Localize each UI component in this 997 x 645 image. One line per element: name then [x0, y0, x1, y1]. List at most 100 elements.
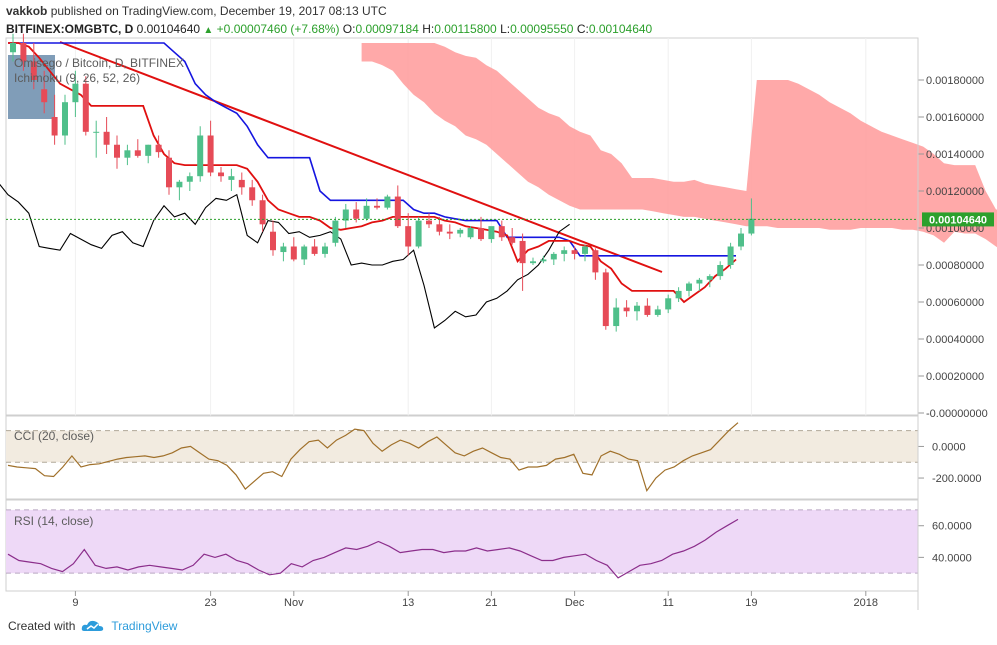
candle-body [176, 181, 183, 188]
ohlc-bar: BITFINEX:OMGBTC, D 0.00104640 ▲ +0.00007… [6, 22, 652, 36]
osc-tick-label: 60.0000 [932, 521, 972, 533]
candle-body [280, 246, 287, 253]
osc-tick-label: 0.0000 [932, 441, 966, 453]
candle-body [20, 43, 27, 62]
ichimoku-cloud [361, 43, 997, 248]
candlestick-series [10, 33, 755, 332]
candle-body [322, 246, 328, 254]
time-tick-label: Dec [565, 597, 585, 609]
candle-body [654, 309, 661, 315]
cci-line [7, 422, 739, 493]
footer: Created with TradingView [8, 619, 177, 633]
time-tick-label: 23 [204, 597, 216, 609]
candle-body [82, 83, 89, 132]
osc-tick-label: 40.0000 [932, 552, 972, 564]
close-value-ohlc: 0.00104640 [588, 22, 653, 36]
price-tick-label: 0.00140000 [926, 149, 984, 161]
candle-body [675, 290, 682, 299]
rsi-line [7, 518, 739, 579]
time-tick-label: 11 [662, 597, 673, 609]
candle-body [436, 224, 443, 232]
tradingview-cloud-icon [82, 620, 104, 631]
chikou-span-line [0, 183, 570, 329]
price-pane[interactable]: Omisego / Bitcoin, D, BITFINEX Ichimoku … [0, 33, 997, 591]
low-value: 0.00095550 [510, 22, 574, 36]
candle-body [384, 196, 391, 208]
rsi-pane[interactable]: RSI (14, close) 60.0000 40.0000 [5, 499, 972, 592]
price-tick-label: 0.00040000 [926, 334, 984, 346]
candle-body [259, 200, 266, 225]
open-value: 0.00097184 [355, 22, 419, 36]
price-tick-label: 0.00060000 [926, 297, 984, 309]
candle-body [290, 246, 297, 260]
candle-body [197, 135, 204, 177]
time-axis[interactable]: 9 23 Nov 13 21 Dec 11 19 2018 [72, 591, 878, 609]
candle-body [166, 157, 172, 188]
candle-body [592, 250, 599, 273]
candle-body [498, 226, 505, 238]
candle-body [571, 250, 578, 254]
price-tick-label: 0.00160000 [926, 112, 984, 124]
candle-body [207, 135, 214, 173]
trendline[interactable] [59, 41, 663, 273]
candle-body [467, 228, 474, 238]
candle-body [561, 250, 568, 254]
legend-shadow-box [8, 55, 55, 119]
candle-body [717, 265, 724, 277]
candle-body [103, 131, 110, 145]
candle-body [228, 176, 235, 180]
price-tick-label: -0.00000000 [926, 408, 988, 420]
candle-body [530, 261, 536, 264]
candle-body [457, 229, 464, 234]
chart-title: Omisego / Bitcoin, D, BITFINEX [14, 56, 184, 70]
rsi-axis[interactable]: 60.0000 40.0000 [918, 521, 972, 565]
rsi-title: RSI (14, close) [14, 514, 93, 528]
candle-body [394, 196, 401, 227]
price-tick-label: 0.00020000 [926, 371, 984, 383]
candle-body [332, 220, 339, 243]
candle-body [446, 231, 453, 234]
candle-body [478, 228, 484, 240]
time-tick-label: Nov [284, 597, 304, 609]
candle-body [738, 233, 744, 247]
tradingview-link[interactable]: TradingView [111, 619, 178, 633]
candle-body [51, 117, 58, 136]
candle-body [748, 218, 755, 234]
last-price-label: 0.00104640 [929, 214, 987, 226]
price-axis[interactable]: 0.00180000 0.00160000 0.00140000 0.00120000… [918, 75, 988, 420]
indicator-label: Ichimoku (9, 26, 52, 26) [14, 71, 140, 85]
rsi-band [6, 509, 918, 574]
candle-body [613, 307, 620, 327]
candle-body [134, 150, 141, 156]
symbol-label: BITFINEX:OMGBTC, D [6, 22, 134, 36]
candle-body [374, 205, 380, 208]
time-tick-label: 13 [402, 597, 414, 609]
candle-body [582, 246, 588, 254]
created-with-text: Created with [8, 619, 76, 633]
time-tick-label: 2018 [854, 597, 878, 609]
candle-body [488, 226, 495, 240]
cci-pane[interactable]: CCI (20, close) 0.0000 -200.0000 [5, 415, 982, 500]
change-value: +0.00007460 (+7.68%) [216, 22, 340, 36]
publisher-header: vakkob published on TradingView.com, Dec… [6, 4, 387, 18]
cci-axis[interactable]: 0.0000 -200.0000 [918, 441, 982, 485]
candle-body [540, 259, 547, 262]
high-label: H: [422, 22, 435, 36]
candle-body [415, 220, 422, 247]
open-label: O: [342, 22, 356, 36]
low-label: L: [500, 22, 511, 36]
candle-body [72, 83, 79, 103]
candle-body [270, 231, 276, 251]
candle-body [41, 89, 48, 103]
candle-body [10, 43, 16, 53]
candle-body [145, 144, 152, 156]
up-triangle-icon: ▲ [203, 25, 214, 36]
candle-body [634, 305, 640, 312]
candle-body [301, 246, 308, 260]
candle-body [602, 272, 609, 327]
candle-body [519, 240, 526, 264]
candle-body [30, 61, 37, 80]
time-tick-label: 19 [745, 597, 757, 609]
author-name[interactable]: vakkob [6, 4, 48, 18]
